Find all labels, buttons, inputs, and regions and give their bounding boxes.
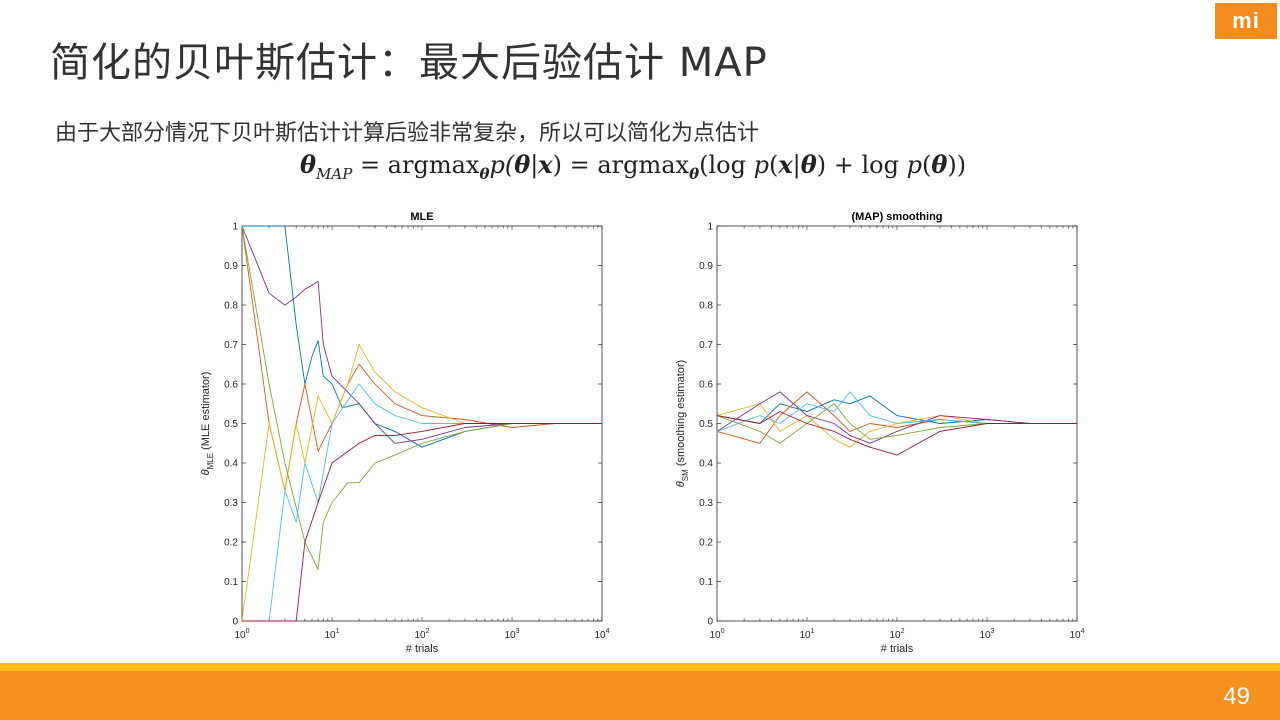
map-formula: θMAP = argmaxθp(θ|x) = argmaxθ(log p(x|θ… [300,150,966,183]
series-line-7 [242,423,602,622]
series-line-5 [241,225,602,571]
formula-paren2: ( [922,151,932,179]
y-tick-label: 0.7 [699,340,713,351]
x-tick-label: 102 [889,628,904,641]
y-tick-label: 0.2 [224,538,238,549]
formula-close2: )) [947,151,967,179]
formula-p-likelihood: p [753,151,769,179]
formula-log2: ) + log [816,151,907,179]
y-tick-label: 0.1 [699,577,713,588]
y-tick-label: 0.1 [224,577,238,588]
formula-log1: (log [699,151,754,179]
y-tick-label: 0.6 [699,380,713,391]
y-tick-label: 0.8 [224,301,238,312]
formula-close1: ) = argmax [552,151,690,179]
y-tick-label: 0.3 [699,498,713,509]
formula-x2: x [778,150,793,179]
y-tick-label: 0.4 [699,459,713,470]
formula-p: p( [489,151,515,179]
y-tick-label: 0.3 [224,498,238,509]
y-tick-label: 0 [707,617,713,628]
formula-bar2: | [792,151,801,179]
formula-eq1: = argmax [352,151,480,179]
footer-band-yellow [0,663,1280,671]
y-tick-label: 0.9 [224,261,238,272]
y-axis-label: θMLE (MLE estimator) [200,372,215,476]
y-tick-label: 1 [232,222,238,233]
y-tick-label: 1 [707,222,713,233]
map-smoothing-chart: (MAP) smoothing 0 0.1 0.2 0.3 0.4 0.5 0.6 0.7 0.8… [675,211,1085,655]
formula-theta2: θ [800,150,817,179]
y-tick-label: 0 [232,617,238,628]
footer-band [0,671,1280,720]
y-tick-label: 0.8 [699,301,713,312]
y-tick-label: 0.2 [699,538,713,549]
formula-p-prior: p [906,151,922,179]
formula-theta3: θ [931,150,948,179]
series-line-7 [716,411,1077,456]
page-number: 49 [1223,683,1250,710]
formula-theta: θ [514,150,531,179]
formula-bar: | [530,151,539,179]
x-tick-label: 101 [324,628,339,641]
slide-subtitle: 由于大部分情况下贝叶斯估计计算后验非常复杂，所以可以简化为点估计 [55,121,760,146]
y-tick-label: 0.4 [224,459,238,470]
y-tick-label: 0.9 [699,261,713,272]
series-line-4 [716,391,1077,444]
x-tick-label: 102 [414,628,429,641]
x-tick-label: 103 [504,628,519,641]
formula-argmax-sub-2: θ [689,164,700,183]
x-tick-label: 100 [709,628,724,641]
y-axis-label: θSM (smoothing estimator) [675,360,690,487]
x-tick-label: 101 [799,628,814,641]
chart-title: (MAP) smoothing [851,211,942,223]
mi-logo: mi [1215,3,1277,39]
y-tick-label: 0.5 [224,419,238,430]
formula-argmax-sub-1: θ [479,164,490,183]
y-tick-label: 0.5 [699,419,713,430]
x-tick-label: 100 [234,628,249,641]
formula-paren1: ( [768,151,779,179]
slide-title: 简化的贝叶斯估计：最大后验估计 MAP [50,40,768,86]
x-axis-label: # trials [406,643,439,655]
formula-map-sub: MAP [316,164,353,183]
y-tick-label: 0.6 [224,380,238,391]
y-tick-label: 0.7 [224,340,238,351]
x-tick-label: 103 [979,628,994,641]
chart-title: MLE [410,211,433,223]
series-line-4 [241,225,602,444]
formula-x: x [538,150,553,179]
formula-theta-map: θ [300,150,317,179]
x-tick-label: 104 [1069,628,1084,641]
mle-chart: MLE 0 0.1 0.2 0.3 0.4 0.5 0.6 0.7 0.8 0.9 1 100 101 10… [200,211,610,655]
x-tick-label: 104 [594,628,609,641]
x-axis-label: # trials [881,643,914,655]
